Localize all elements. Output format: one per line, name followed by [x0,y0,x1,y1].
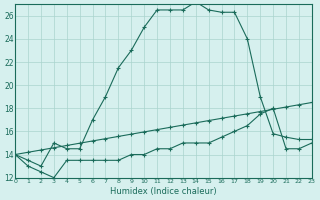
X-axis label: Humidex (Indice chaleur): Humidex (Indice chaleur) [110,187,217,196]
